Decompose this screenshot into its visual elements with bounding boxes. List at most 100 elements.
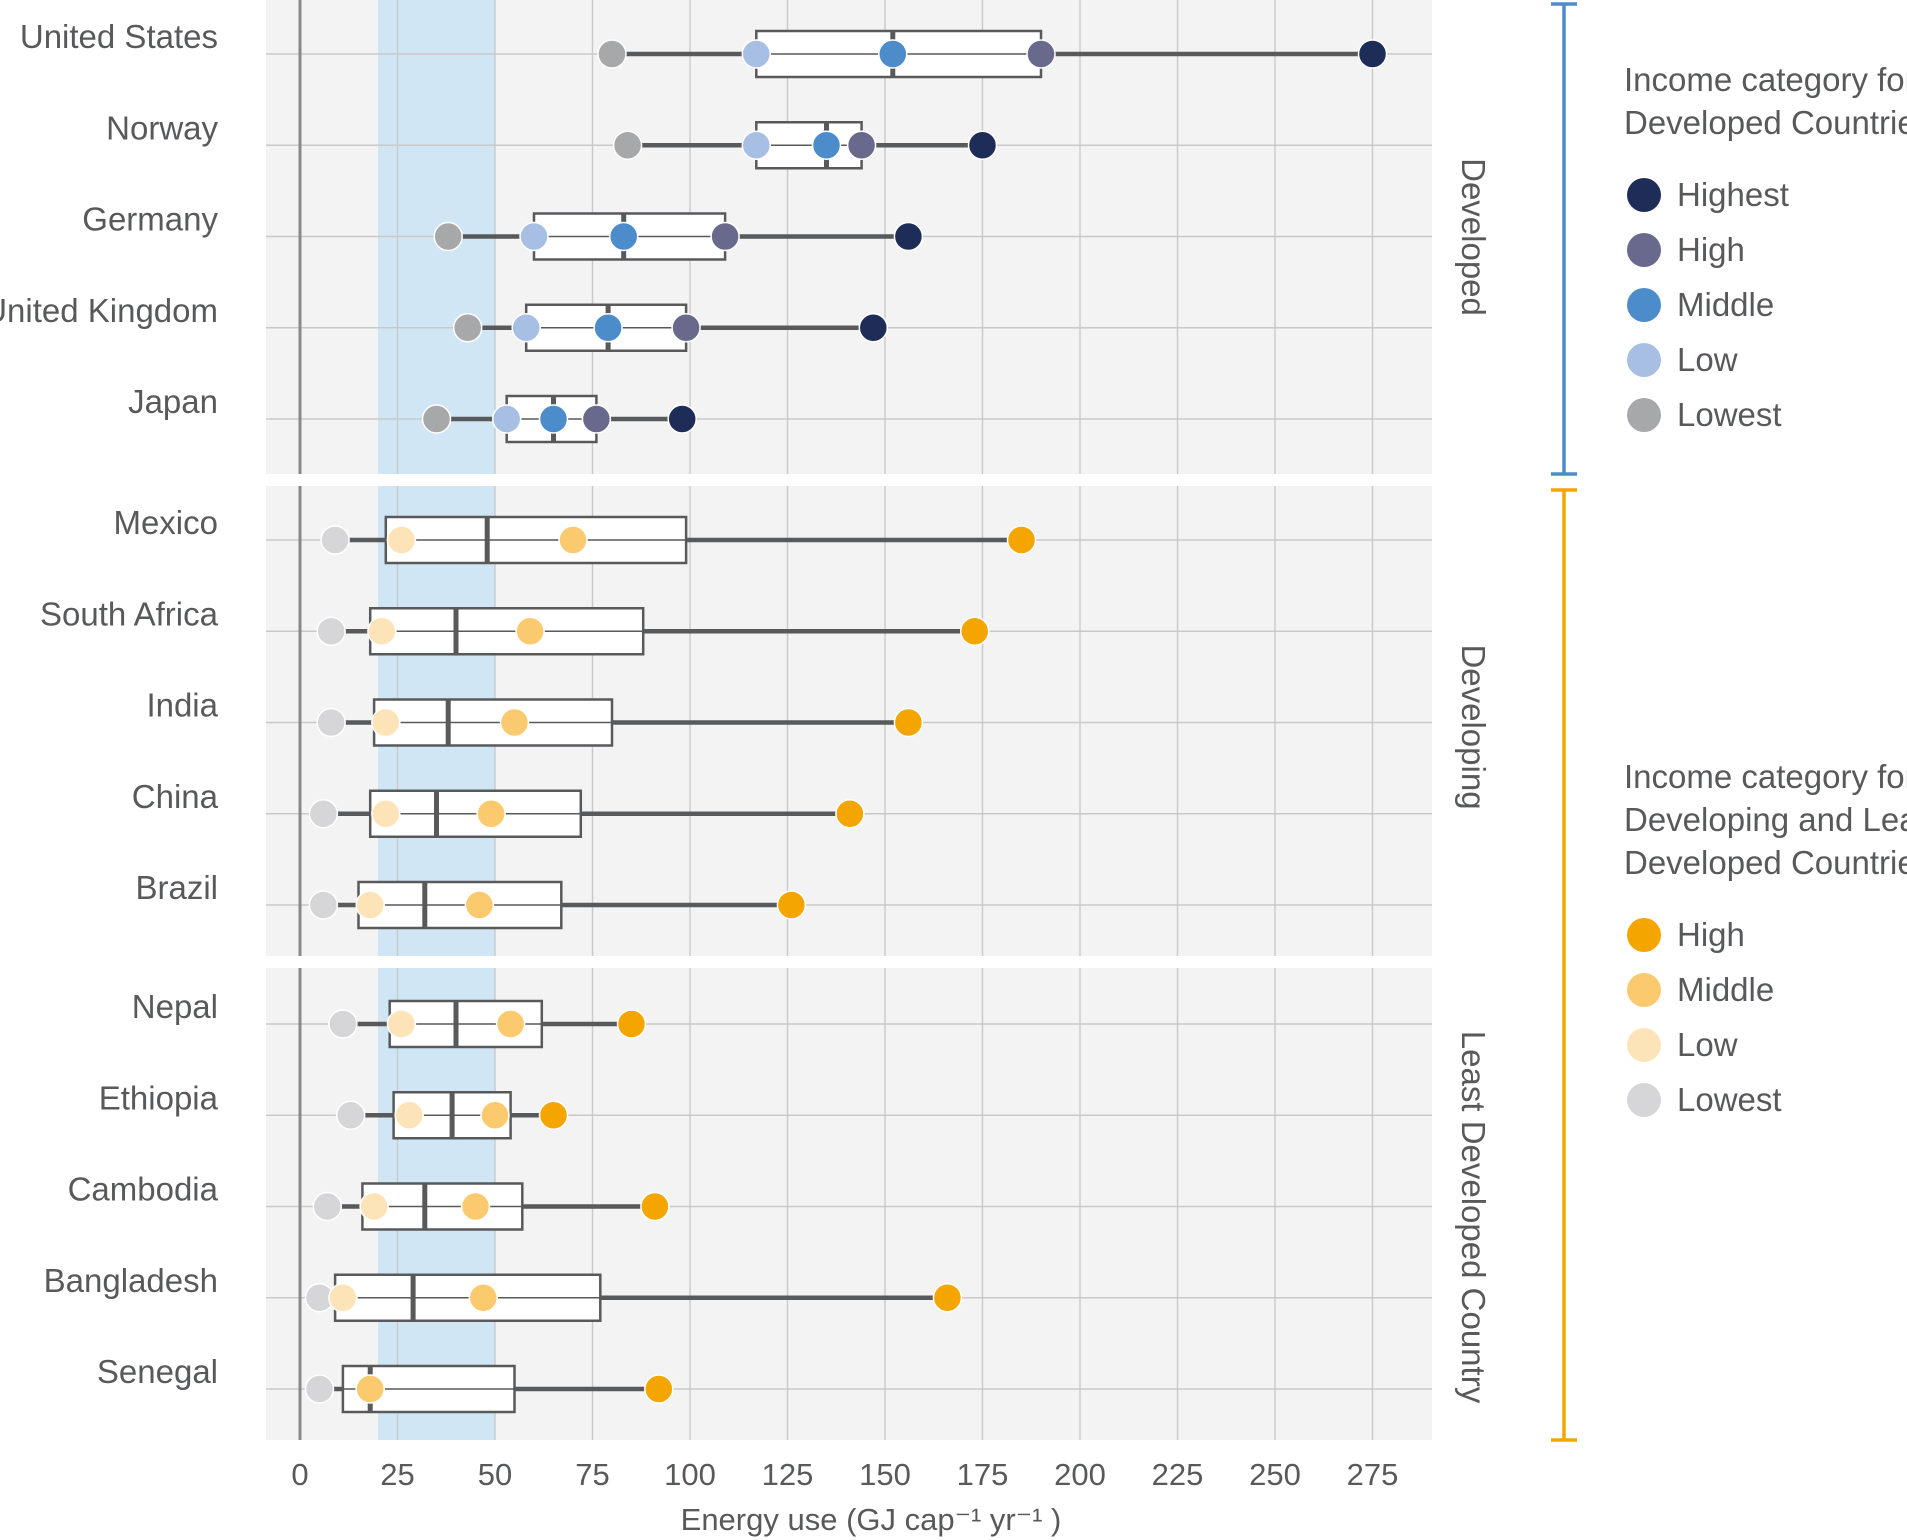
point-united-kingdom-low bbox=[511, 313, 541, 343]
point-united-states-high bbox=[1026, 39, 1056, 69]
point-brazil-middle bbox=[464, 890, 495, 920]
legend-swatch-low bbox=[1627, 343, 1661, 377]
group-label-developed: Developed bbox=[1455, 158, 1492, 316]
group-label-developing: Developing bbox=[1455, 644, 1492, 809]
legend-label-highest: Highest bbox=[1677, 176, 1789, 213]
x-tick-label: 250 bbox=[1249, 1457, 1301, 1492]
legend-label-lowest: Lowest bbox=[1677, 396, 1782, 433]
legend-label-high: High bbox=[1677, 916, 1745, 953]
point-cambodia-low bbox=[359, 1191, 389, 1222]
country-label-south-africa: South Africa bbox=[40, 595, 219, 632]
point-united-states-middle bbox=[878, 39, 908, 69]
point-cambodia-middle bbox=[460, 1191, 491, 1222]
country-label-mexico: Mexico bbox=[113, 504, 218, 541]
x-tick-label: 200 bbox=[1054, 1457, 1106, 1492]
x-tick-label: 125 bbox=[762, 1457, 814, 1492]
rows-layer bbox=[304, 29, 1388, 1414]
point-china-low bbox=[371, 799, 401, 829]
country-label-senegal: Senegal bbox=[97, 1353, 218, 1390]
legend-swatch-middle bbox=[1627, 973, 1661, 1007]
point-ethiopia-high bbox=[538, 1100, 569, 1130]
point-nepal-high bbox=[616, 1009, 647, 1039]
x-tick-label: 25 bbox=[380, 1457, 414, 1492]
point-nepal-low bbox=[386, 1009, 417, 1039]
legends-layer: Income category for Developed Countries Hi… bbox=[1551, 2, 1907, 1442]
legend-swatch-middle bbox=[1627, 288, 1661, 322]
legend-swatch-high bbox=[1627, 233, 1661, 267]
point-united-kingdom-middle bbox=[593, 313, 623, 343]
legend-label-low: Low bbox=[1677, 1026, 1738, 1063]
country-label-cambodia: Cambodia bbox=[68, 1171, 219, 1208]
legend-label-lowest: Lowest bbox=[1677, 1081, 1782, 1118]
group-labels-layer: Developed Developing Least Developed Count… bbox=[1455, 158, 1492, 1404]
point-senegal-middle bbox=[355, 1374, 385, 1404]
point-senegal-lowest bbox=[304, 1374, 335, 1404]
point-cambodia-lowest bbox=[312, 1191, 343, 1222]
point-bangladesh-low bbox=[328, 1283, 358, 1313]
legend-title-line: Income category for bbox=[1624, 758, 1907, 795]
x-tick-label: 50 bbox=[478, 1457, 512, 1492]
country-label-brazil: Brazil bbox=[135, 869, 218, 906]
point-germany-middle bbox=[608, 221, 639, 252]
point-china-lowest bbox=[308, 799, 339, 829]
x-tick-label: 100 bbox=[664, 1457, 716, 1492]
x-tick-label: 75 bbox=[575, 1457, 609, 1492]
point-south-africa-lowest bbox=[316, 616, 346, 646]
x-axis-title: Energy use (GJ cap⁻¹ yr⁻¹ ) bbox=[681, 1502, 1062, 1537]
point-germany-high bbox=[710, 221, 740, 252]
point-united-states-highest bbox=[1357, 39, 1388, 69]
point-china-high bbox=[835, 799, 865, 829]
x-tick-label: 175 bbox=[957, 1457, 1009, 1492]
point-south-africa-middle bbox=[515, 616, 545, 646]
point-india-lowest bbox=[316, 707, 346, 738]
legend-title-line: Developed Countries bbox=[1624, 104, 1907, 141]
legend-label-middle: Middle bbox=[1677, 286, 1774, 323]
legend-title-line: Developed Countries bbox=[1624, 844, 1907, 881]
point-nepal-lowest bbox=[328, 1009, 358, 1039]
point-norway-middle bbox=[811, 130, 842, 160]
point-germany-highest bbox=[893, 221, 924, 252]
legend-label-high: High bbox=[1677, 231, 1745, 268]
legend-title-line: Income category for bbox=[1624, 61, 1907, 98]
x-tick-label: 150 bbox=[859, 1457, 911, 1492]
point-united-states-low bbox=[741, 39, 772, 69]
legend-swatch-lowest bbox=[1627, 1083, 1661, 1117]
country-label-norway: Norway bbox=[106, 109, 218, 146]
legend-swatch-high bbox=[1627, 918, 1661, 952]
point-japan-highest bbox=[667, 404, 697, 434]
country-label-ethiopia: Ethiopia bbox=[99, 1079, 219, 1116]
country-label-india: India bbox=[146, 687, 218, 724]
point-bangladesh-middle bbox=[468, 1283, 499, 1313]
country-label-china: China bbox=[132, 778, 219, 815]
point-south-africa-low bbox=[367, 616, 397, 646]
point-bangladesh-high bbox=[932, 1283, 963, 1313]
point-south-africa-high bbox=[959, 616, 990, 646]
legend-swatch-lowest bbox=[1627, 398, 1661, 432]
point-united-kingdom-highest bbox=[858, 313, 889, 343]
country-label-united-kingdom: United Kingdom bbox=[0, 292, 218, 329]
legend-label-middle: Middle bbox=[1677, 971, 1774, 1008]
country-label-japan: Japan bbox=[128, 383, 218, 420]
x-tick-label: 225 bbox=[1152, 1457, 1204, 1492]
point-united-kingdom-high bbox=[671, 313, 701, 343]
group-label-least-developed-country: Least Developed Country bbox=[1455, 1031, 1492, 1404]
x-tick-label: 275 bbox=[1347, 1457, 1399, 1492]
country-label-united-states: United States bbox=[20, 18, 218, 55]
point-japan-middle bbox=[538, 404, 569, 434]
point-brazil-low bbox=[355, 890, 385, 920]
point-germany-low bbox=[519, 221, 549, 252]
point-japan-high bbox=[581, 404, 612, 434]
point-norway-highest bbox=[967, 130, 998, 160]
legend-title-line: Developing and Least bbox=[1624, 801, 1907, 838]
point-mexico-low bbox=[386, 525, 417, 555]
point-norway-lowest bbox=[612, 130, 643, 160]
point-norway-high bbox=[846, 130, 877, 160]
point-mexico-middle bbox=[558, 525, 588, 555]
point-united-kingdom-lowest bbox=[452, 313, 483, 343]
legend-swatch-highest bbox=[1627, 178, 1661, 212]
point-india-low bbox=[371, 707, 401, 738]
point-ethiopia-middle bbox=[480, 1100, 510, 1130]
point-india-middle bbox=[499, 707, 530, 738]
point-japan-lowest bbox=[421, 404, 452, 434]
point-brazil-high bbox=[776, 890, 807, 920]
